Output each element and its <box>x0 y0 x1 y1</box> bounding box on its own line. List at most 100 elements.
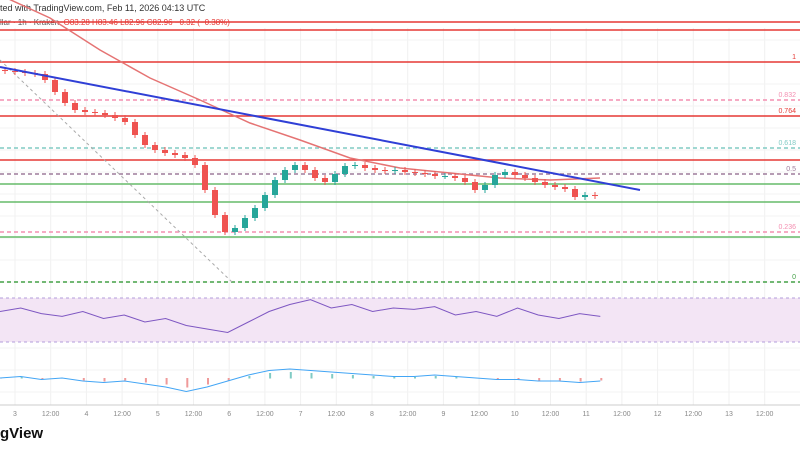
candle <box>72 103 78 110</box>
candle <box>462 178 468 182</box>
x-tick-label: 12:00 <box>256 411 274 418</box>
macd-bar <box>186 378 189 388</box>
macd-bar <box>269 373 272 379</box>
diagonal-line <box>0 59 233 283</box>
candle <box>382 170 388 171</box>
candle <box>122 118 128 122</box>
candle <box>352 165 358 166</box>
x-tick-label: 8 <box>370 411 374 418</box>
candle <box>172 153 178 155</box>
macd-bar <box>434 376 437 379</box>
x-tick-label: 13 <box>725 411 733 418</box>
candle <box>272 180 278 195</box>
x-tick-label: 7 <box>299 411 303 418</box>
fib-label: 0.618 <box>778 140 796 147</box>
candle <box>422 173 428 174</box>
fib-label: 0.5 <box>786 166 796 173</box>
x-tick-label: 4 <box>84 411 88 418</box>
candle <box>82 110 88 112</box>
fib-label: 0 <box>792 274 796 281</box>
x-tick-label: 3 <box>13 411 17 418</box>
macd-bar <box>517 378 520 380</box>
macd-bar <box>372 376 375 379</box>
macd-bar <box>351 375 354 379</box>
candle <box>412 172 418 173</box>
macd-bar <box>558 378 561 381</box>
candle <box>2 70 8 71</box>
macd-bar <box>600 378 603 381</box>
macd-bar <box>144 378 147 383</box>
macd-bar <box>289 372 292 379</box>
macd-bar <box>20 377 23 379</box>
macd-bar <box>103 378 106 382</box>
candle <box>542 182 548 185</box>
candle <box>402 170 408 172</box>
candle <box>152 145 158 150</box>
macd-bar <box>227 378 230 381</box>
candle <box>592 195 598 196</box>
x-tick-label: 12:00 <box>613 411 631 418</box>
candle <box>52 80 58 92</box>
candle <box>312 170 318 178</box>
x-tick-label: 12:00 <box>470 411 488 418</box>
macd-bar <box>165 378 168 385</box>
candle <box>492 175 498 185</box>
macd-bar <box>207 378 209 385</box>
candle <box>372 168 378 170</box>
candle <box>252 208 258 218</box>
x-tick-label: 12:00 <box>399 411 417 418</box>
macd-bar <box>579 378 582 382</box>
macd-bar <box>414 377 416 379</box>
rsi-line <box>0 299 601 334</box>
candle <box>552 185 558 187</box>
candle <box>282 170 288 180</box>
candle <box>532 178 538 182</box>
candle <box>292 165 298 170</box>
candle <box>42 74 48 80</box>
rsi-band <box>0 298 800 342</box>
candle <box>452 176 458 178</box>
moving-average-line <box>9 0 601 181</box>
fib-label: 0.236 <box>778 224 796 231</box>
fib-label: 0.764 <box>778 108 796 115</box>
candle <box>332 174 338 182</box>
macd-bar <box>455 377 458 379</box>
candle <box>142 135 148 145</box>
x-tick-label: 9 <box>441 411 445 418</box>
candle <box>112 115 118 118</box>
macd-bar <box>538 378 541 381</box>
x-tick-label: 10 <box>511 411 519 418</box>
x-tick-label: 12:00 <box>328 411 346 418</box>
candle <box>302 165 308 170</box>
candle <box>432 174 438 176</box>
tradingview-logo: gView <box>0 425 44 442</box>
candle <box>582 195 588 197</box>
candle <box>512 172 518 175</box>
candle <box>522 175 528 178</box>
x-tick-label: 12:00 <box>42 411 60 418</box>
candle <box>162 150 168 153</box>
x-tick-label: 12:00 <box>685 411 703 418</box>
macd-bar <box>248 376 251 379</box>
candle <box>192 158 198 165</box>
fib-label: 1 <box>792 54 796 61</box>
published-caption: ted with TradingView.com, Feb 11, 2026 0… <box>0 3 206 13</box>
macd-line <box>0 368 601 393</box>
candle <box>482 185 488 190</box>
macd-bar <box>82 378 85 381</box>
candle <box>442 176 448 177</box>
candle <box>242 218 248 228</box>
price-chart[interactable]: 1 0.832 0.764 0.618 0.5 0.236 0 3 12:00 4 12:00 5 12… <box>0 0 800 420</box>
candle <box>472 182 478 190</box>
trendline <box>0 66 641 191</box>
candle <box>182 155 188 158</box>
candle <box>202 165 208 190</box>
candle <box>322 178 328 182</box>
x-tick-label: 12:00 <box>185 411 203 418</box>
candle <box>212 190 218 215</box>
x-tick-label: 12:00 <box>113 411 131 418</box>
candle <box>392 170 398 171</box>
candle <box>102 113 108 115</box>
candle <box>562 187 568 189</box>
x-tick-label: 5 <box>156 411 160 418</box>
